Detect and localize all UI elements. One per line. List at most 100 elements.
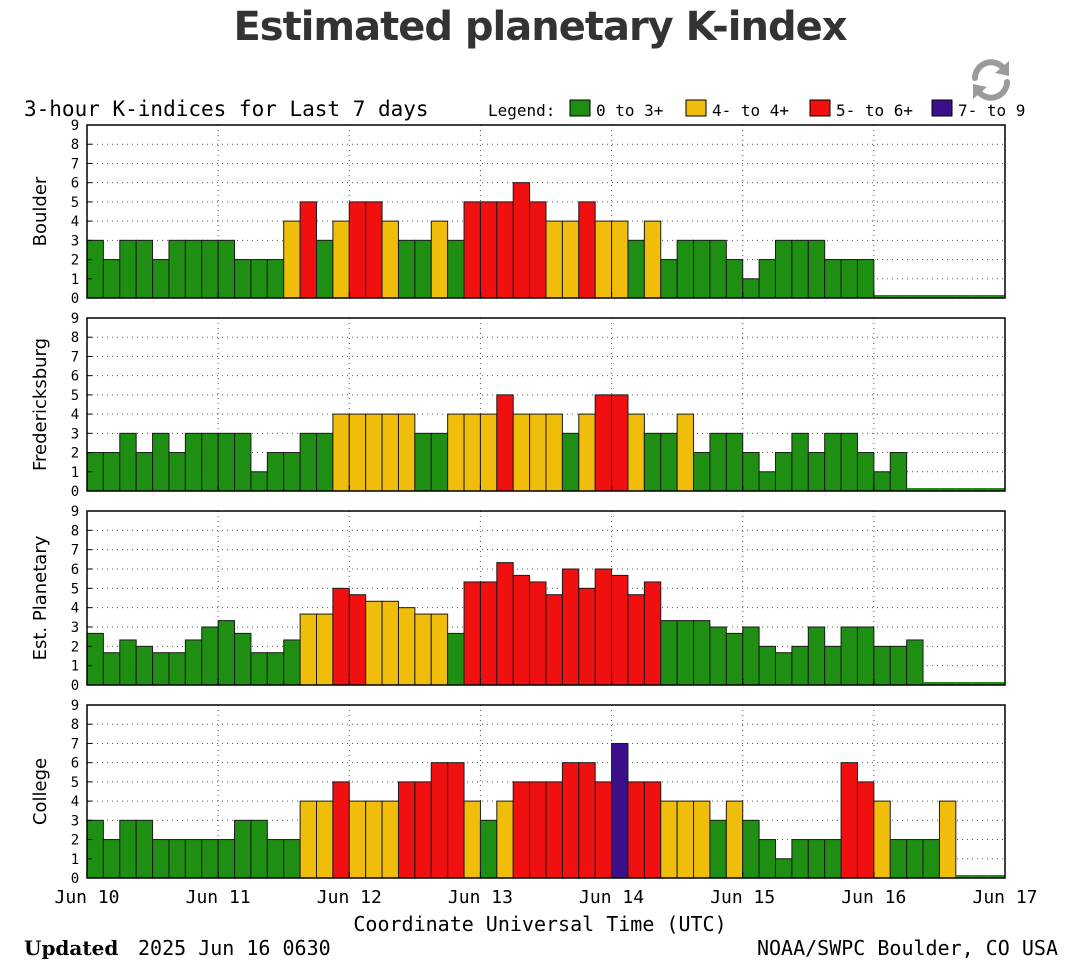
y-tick-label: 8 [71, 717, 79, 733]
legend-swatch [809, 99, 831, 117]
bar [381, 220, 399, 299]
bar [890, 295, 907, 298]
bar [135, 452, 154, 492]
bar [463, 201, 481, 299]
bar [709, 432, 727, 492]
bar [447, 762, 465, 879]
bar [102, 839, 121, 879]
y-tick-label: 0 [71, 678, 79, 694]
y-tick-label: 6 [71, 369, 79, 385]
bar [578, 413, 596, 492]
y-tick-label: 1 [71, 465, 79, 481]
bar [316, 800, 334, 879]
bar [316, 432, 334, 492]
y-tick-label: 5 [71, 775, 79, 791]
bar [529, 581, 547, 686]
y-tick-label: 6 [71, 562, 79, 578]
y-tick-label: 8 [71, 330, 79, 346]
bar [955, 295, 973, 298]
bar [397, 413, 416, 492]
bar [643, 781, 662, 879]
bar [512, 574, 531, 686]
bar [775, 239, 793, 299]
x-tick-label: Jun 16 [841, 887, 906, 908]
bar [611, 574, 629, 686]
bar [955, 488, 973, 491]
bar [955, 682, 973, 685]
panel-frame [86, 704, 1006, 879]
bar [463, 581, 481, 686]
bar [397, 781, 416, 879]
bar [791, 239, 809, 299]
bar [627, 594, 645, 686]
bar [725, 800, 744, 879]
y-tick-label: 6 [71, 756, 79, 772]
bar [283, 639, 301, 686]
bar [545, 781, 563, 879]
bar [250, 471, 268, 492]
bar [299, 613, 318, 686]
bar [414, 781, 432, 879]
bar [529, 201, 547, 299]
refresh-icon[interactable] [965, 54, 1017, 106]
bar [578, 762, 596, 879]
bar [873, 800, 891, 879]
bar [430, 762, 449, 879]
bar [479, 413, 498, 492]
bar [660, 259, 678, 299]
y-tick-label: 2 [71, 253, 79, 269]
bar [758, 471, 776, 492]
bar [840, 259, 858, 299]
bar [86, 819, 104, 879]
y-tick-label: 1 [71, 272, 79, 288]
bar [627, 413, 645, 492]
bar [217, 620, 236, 686]
bar [381, 800, 399, 879]
bar [856, 259, 875, 299]
bar [923, 488, 940, 491]
bar [824, 839, 842, 879]
bar [693, 239, 711, 299]
bar [938, 800, 957, 879]
y-tick-label: 4 [71, 407, 79, 423]
x-tick-label: Jun 14 [579, 887, 644, 908]
bar [693, 620, 711, 686]
bar [627, 239, 645, 299]
bar [594, 220, 613, 299]
bar [201, 626, 219, 686]
bar [168, 452, 186, 492]
bar [906, 839, 924, 879]
series-label: Boulder [30, 176, 51, 246]
bar [152, 259, 170, 299]
bar [217, 432, 236, 492]
bar [102, 652, 121, 686]
bar [365, 800, 383, 879]
bar [299, 432, 318, 492]
bar [135, 819, 154, 879]
bar [381, 413, 399, 492]
bar [463, 413, 481, 492]
bar [250, 259, 268, 299]
bar [824, 432, 842, 492]
series-label: Est. Planetary [30, 535, 51, 660]
bar [397, 239, 416, 299]
bar [725, 632, 744, 686]
bar [561, 220, 580, 299]
bar [988, 682, 1005, 685]
bar [512, 413, 531, 492]
y-tick-label: 7 [71, 156, 79, 172]
bar [627, 781, 645, 879]
legend-swatch [931, 99, 953, 117]
bar [561, 432, 580, 492]
bar [332, 220, 350, 299]
y-tick-label: 9 [71, 311, 79, 327]
bar [430, 220, 449, 299]
legend-swatch [685, 99, 707, 117]
bar [250, 652, 268, 686]
bar [840, 432, 858, 492]
bar [397, 607, 416, 686]
bar [594, 781, 613, 879]
bar [529, 781, 547, 879]
bar [791, 645, 809, 686]
y-tick-label: 4 [71, 794, 79, 810]
